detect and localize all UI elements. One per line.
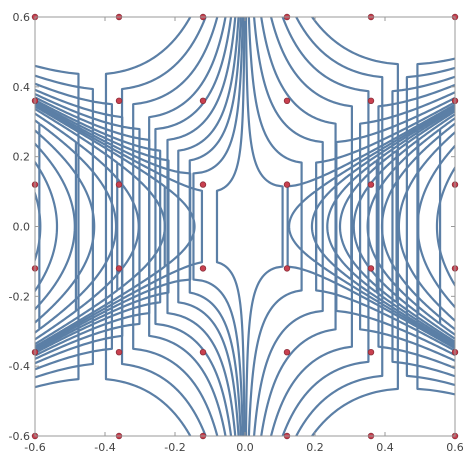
x-axis-tick-labels: -0.6 -0.4 -0.2 0.0 0.2 0.4 0.6 <box>24 441 463 454</box>
streamline-1-3 <box>35 160 59 293</box>
streamline-17-1 <box>104 17 192 436</box>
streamline-14-1 <box>148 17 227 436</box>
streamline-13-3 <box>366 129 440 324</box>
axis-ticks <box>34 16 456 437</box>
streamline-5-0 <box>35 112 78 341</box>
y-tick-label: 0.4 <box>13 81 31 94</box>
streamline-3-2 <box>377 83 455 370</box>
x-tick-label: 0.4 <box>376 441 394 454</box>
streamline-16-1 <box>120 17 207 436</box>
streamlines <box>0 10 474 443</box>
streamline-3-3 <box>35 129 96 324</box>
seed-point-2-4 <box>199 97 207 104</box>
x-tick-label: -0.2 <box>164 441 185 454</box>
streamline-12-1 <box>166 17 237 436</box>
streamline-2-3 <box>35 142 76 311</box>
seed-point-3-3 <box>283 181 291 188</box>
streamline-4-3 <box>39 123 118 330</box>
y-axis-tick-labels: -0.6 -0.4 -0.2 0.0 0.2 0.4 0.6 <box>9 11 30 443</box>
seed-point-4-2 <box>367 265 375 272</box>
streamline-13-0 <box>35 92 141 361</box>
streamline-6-0 <box>35 107 119 346</box>
streamline-17-3 <box>435 165 455 288</box>
streamline-14-3 <box>380 122 455 331</box>
streamline-9-3 <box>310 173 351 280</box>
streamline-8-3 <box>288 190 316 263</box>
streamline-11-0 <box>35 98 162 355</box>
streamline-8-2 <box>314 104 455 349</box>
streamline-5-2 <box>335 96 455 357</box>
y-tick-label: -0.4 <box>9 360 30 373</box>
x-tick-label: 0.6 <box>446 441 464 454</box>
streamline-15-0 <box>35 82 114 371</box>
streamline-2-2 <box>391 75 455 378</box>
seed-point-1-1 <box>115 349 123 356</box>
seed-point-2-3 <box>199 181 207 188</box>
streamline-5-1 <box>252 17 324 436</box>
streamline-6-1 <box>247 17 303 436</box>
streamline-2-1 <box>281 17 370 436</box>
seed-point-1-4 <box>115 97 123 104</box>
x-tick-label: -0.6 <box>24 441 45 454</box>
streamline-14-2 <box>464 10 474 443</box>
streamline-3-0 <box>0 10 5 443</box>
x-tick-label: 0.0 <box>236 441 254 454</box>
streamline-9-1 <box>192 17 244 436</box>
x-tick-label: -0.4 <box>94 441 115 454</box>
streamline-9-2 <box>350 106 455 347</box>
y-tick-label: 0.6 <box>13 11 31 24</box>
streamline-11-2 <box>395 109 455 344</box>
streamline-17-0 <box>35 64 80 389</box>
streamline-13-2 <box>438 116 455 337</box>
y-tick-label: 0.2 <box>13 151 31 164</box>
seed-point-4-3 <box>367 181 375 188</box>
streamline-13-1 <box>154 17 233 436</box>
y-tick-label: 0.0 <box>13 221 31 234</box>
streamline-7-0 <box>35 105 166 348</box>
streamline-16-0 <box>35 74 94 379</box>
streamline-10-1 <box>188 17 242 436</box>
streamline-11-3 <box>338 150 397 303</box>
streamline-10-2 <box>375 107 455 346</box>
streamline-8-0 <box>35 103 204 350</box>
y-tick-label: -0.6 <box>9 430 30 443</box>
seed-point-2-1 <box>199 349 207 356</box>
streamline-11-1 <box>177 17 240 436</box>
streamline-7-1 <box>244 17 284 436</box>
streamline-4-0 <box>35 119 41 334</box>
y-tick-label: -0.2 <box>9 290 30 303</box>
streamline-16-3 <box>416 144 455 309</box>
streamline-7-2 <box>286 103 455 350</box>
seed-points <box>31 13 459 440</box>
seed-point-4-1 <box>367 349 375 356</box>
streamline-8-1 <box>215 17 246 436</box>
streamline-12-3 <box>352 139 418 314</box>
streamline-15-1 <box>132 17 219 436</box>
seed-point-4-4 <box>367 97 375 104</box>
streamline-15-3 <box>397 130 455 323</box>
streamline-1-2 <box>405 66 455 387</box>
streamline-10-3 <box>326 160 377 293</box>
seed-point-3-2 <box>283 265 291 272</box>
seed-point-2-2 <box>199 265 207 272</box>
seed-point-1-2 <box>115 265 123 272</box>
streamline-4-2 <box>359 91 455 362</box>
x-tick-label: 0.2 <box>306 441 324 454</box>
seed-point-1-3 <box>115 181 123 188</box>
seed-point-3-1 <box>283 349 291 356</box>
seed-point-3-4 <box>283 97 291 104</box>
streamline-5-3 <box>76 142 140 311</box>
